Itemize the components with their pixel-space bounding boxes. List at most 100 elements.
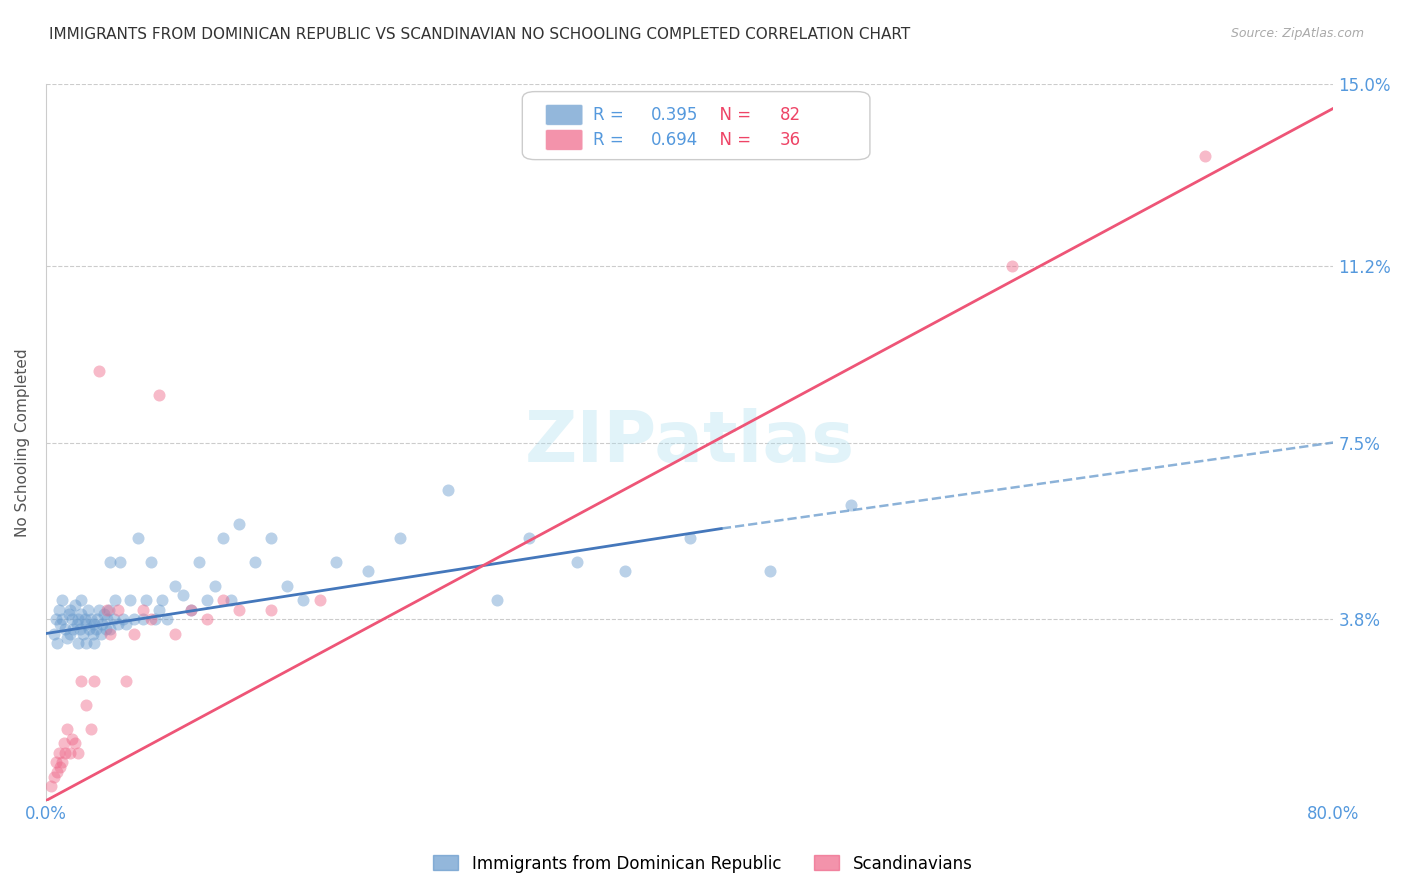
Point (276, 579, 298, 593)
Text: 36: 36 (780, 131, 801, 149)
Point (45, 612, 67, 626)
Point (104, 593, 127, 607)
Text: 0.395: 0.395 (651, 106, 699, 124)
Point (73, 612, 96, 626)
Point (70, 607, 93, 622)
Point (180, 602, 202, 616)
Text: N =: N = (709, 106, 756, 124)
Point (96, 602, 118, 616)
FancyBboxPatch shape (546, 129, 583, 151)
Point (72, 626, 94, 640)
Point (260, 531, 283, 545)
Point (51, 593, 73, 607)
Point (485, 593, 508, 607)
Point (48, 602, 70, 616)
Point (82, 626, 104, 640)
Point (148, 388, 170, 402)
Point (212, 531, 235, 545)
Point (75, 617, 97, 632)
Point (187, 555, 209, 569)
Point (115, 674, 138, 689)
Y-axis label: No Schooling Completed: No Schooling Completed (15, 348, 30, 537)
Point (75, 636, 97, 650)
Point (115, 617, 138, 632)
Point (103, 612, 125, 626)
Point (212, 593, 235, 607)
Point (45, 756, 67, 770)
Point (96, 612, 118, 626)
Point (49, 760, 72, 774)
Legend: Immigrants from Dominican Republic, Scandinavians: Immigrants from Dominican Republic, Scan… (426, 848, 980, 880)
Point (91, 617, 114, 632)
Point (80, 722, 103, 736)
Point (63, 598, 86, 612)
Point (139, 555, 162, 569)
Point (87, 364, 110, 378)
Point (139, 612, 162, 626)
Point (84, 622, 107, 636)
Point (172, 588, 194, 602)
Point (163, 579, 186, 593)
Point (131, 612, 153, 626)
Point (565, 555, 588, 569)
Point (127, 531, 149, 545)
Point (83, 674, 105, 689)
Point (112, 612, 135, 626)
Point (357, 565, 380, 579)
Text: IMMIGRANTS FROM DOMINICAN REPUBLIC VS SCANDINAVIAN NO SCHOOLING COMPLETED CORREL: IMMIGRANTS FROM DOMINICAN REPUBLIC VS SC… (49, 27, 911, 42)
Point (98, 626, 121, 640)
Point (145, 612, 167, 626)
Text: R =: R = (593, 131, 628, 149)
Point (131, 602, 153, 616)
Point (80, 612, 103, 626)
Point (228, 602, 250, 616)
Point (180, 602, 202, 616)
Point (156, 612, 179, 626)
Point (87, 602, 110, 616)
Point (49, 617, 72, 632)
Point (83, 636, 105, 650)
Point (94, 622, 117, 636)
Point (69, 622, 91, 636)
Point (118, 593, 141, 607)
Point (42, 770, 65, 784)
Point (42, 626, 65, 640)
Point (195, 612, 218, 626)
Point (67, 612, 90, 626)
Point (124, 612, 146, 626)
Point (39, 779, 62, 793)
Point (292, 593, 315, 607)
Point (63, 736, 86, 750)
Point (204, 579, 226, 593)
Text: ZIPatlas: ZIPatlas (524, 408, 855, 477)
Point (51, 612, 73, 626)
Point (228, 516, 250, 531)
Point (46, 764, 69, 779)
Point (62, 622, 84, 636)
Point (70, 593, 93, 607)
Point (195, 593, 218, 607)
Point (98, 622, 121, 636)
Point (243, 555, 266, 569)
Point (67, 636, 90, 650)
Point (1000, 259, 1022, 273)
Point (97, 602, 120, 616)
Point (53, 622, 76, 636)
Point (260, 602, 283, 616)
Point (59, 602, 82, 616)
Point (124, 626, 146, 640)
FancyBboxPatch shape (522, 92, 870, 160)
FancyBboxPatch shape (546, 104, 583, 125)
Point (614, 565, 637, 579)
Point (308, 593, 330, 607)
Point (135, 593, 157, 607)
Point (219, 593, 242, 607)
Point (67, 746, 90, 760)
Point (1194, 149, 1216, 163)
Point (56, 722, 79, 736)
Point (60, 731, 83, 746)
Point (70, 674, 93, 689)
Point (90, 626, 112, 640)
Text: N =: N = (709, 131, 756, 149)
Point (108, 555, 131, 569)
